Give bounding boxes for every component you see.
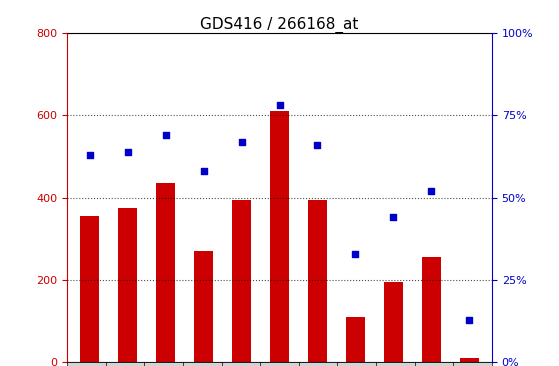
Bar [346, 317, 365, 362]
Bar [156, 183, 175, 362]
Point [427, 188, 435, 194]
Bar [421, 257, 440, 362]
Bar [194, 251, 213, 362]
Bar [80, 216, 100, 362]
Point [237, 139, 246, 145]
Point [161, 132, 170, 138]
Bar [232, 200, 251, 362]
Text: GDS416 / 266168_at: GDS416 / 266168_at [200, 16, 359, 33]
Bar [459, 358, 479, 362]
Point [465, 317, 473, 322]
Point [86, 152, 94, 158]
Point [351, 251, 360, 257]
Bar [384, 282, 403, 362]
Bar [119, 208, 138, 362]
Bar [308, 200, 327, 362]
Point [199, 168, 208, 174]
Point [275, 102, 284, 108]
Point [389, 214, 398, 220]
Point [313, 142, 322, 148]
Point [124, 149, 132, 154]
Bar [270, 111, 289, 362]
